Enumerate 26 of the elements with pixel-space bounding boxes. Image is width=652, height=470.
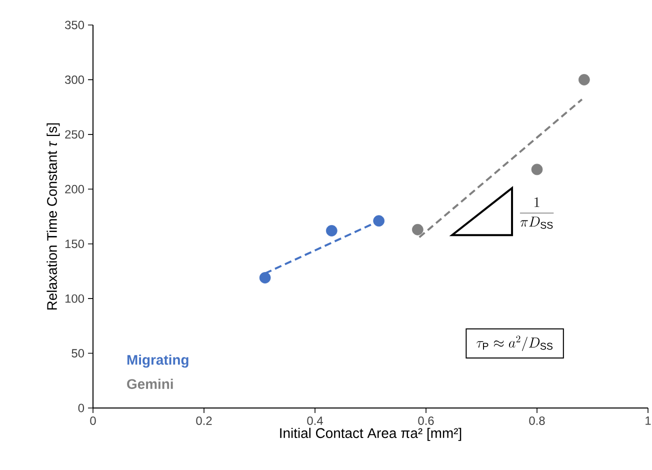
y-tick-label: 0 [78,404,84,412]
y-tick-label: 350 [65,20,84,30]
point [531,164,543,176]
point [578,74,590,86]
text: Migrating [127,354,188,368]
y-tick-label: 200 [65,184,84,194]
x-axis-title: Initial Contact Area πa² [mm²] [280,428,462,441]
y-tick-label: 150 [65,240,84,248]
y-tick-label: 50 [72,349,84,358]
x-tick-label: 0 [90,416,96,425]
annotation: $\frac{1}{\pi D_{\mathrm{SS}}}$ [520,197,554,229]
x-tick-label: 0.2 [196,416,212,425]
annotation: $\tau_{\mathrm{P}} \approx a^{2} / D_{\mathrm{SS}}$ [476,336,553,352]
point [259,272,271,284]
x-tick-label: 0.8 [529,416,545,425]
x-tick-label: 0.4 [307,416,323,425]
text: Gemini [127,378,173,389]
y-tick-label: 100 [65,294,84,303]
point [412,224,424,236]
x-tick-label: 1 [646,416,651,425]
point [373,215,385,227]
y-axis-title: Relaxation Time Constant τ [s] [46,123,60,310]
x-tick-label: 0.6 [418,416,434,425]
y-tick-label: 300 [65,75,84,84]
y-tick-label: 250 [65,130,84,139]
point [326,225,338,236]
